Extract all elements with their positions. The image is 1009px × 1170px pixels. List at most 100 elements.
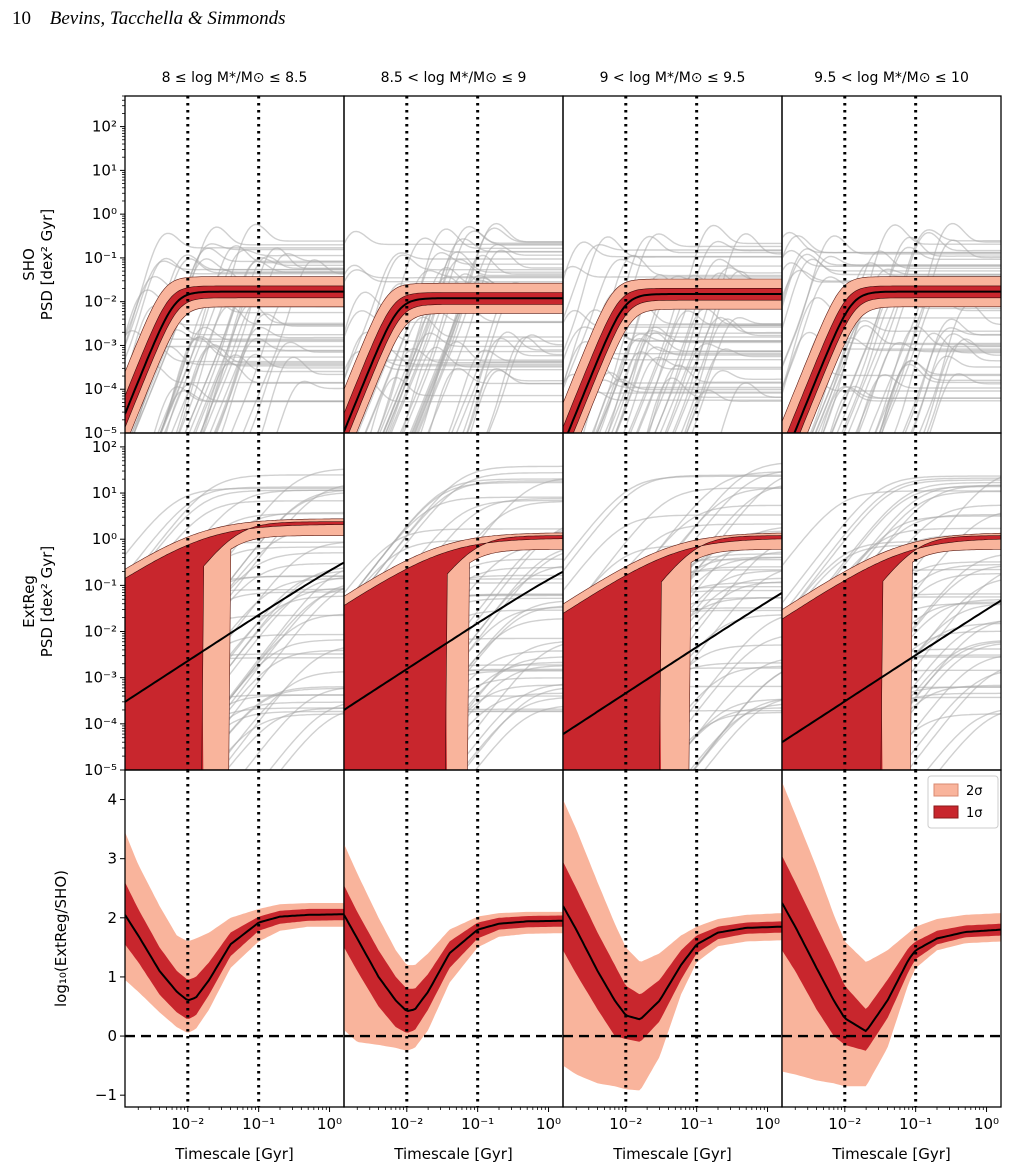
extreg-median-line xyxy=(782,599,1001,744)
sample-line xyxy=(376,348,563,433)
running-authors: Bevins, Tacchella & Simmonds xyxy=(49,8,286,29)
sample-line xyxy=(897,671,1001,770)
y-tick-label: 10⁻² xyxy=(84,623,117,641)
sample-line xyxy=(178,585,344,770)
sample-line xyxy=(214,313,344,433)
sample-line xyxy=(607,351,782,433)
sample-line xyxy=(401,346,563,433)
panel-r3-c4 xyxy=(782,770,1001,1107)
y-axis-row3: −1 0 1 2 3 4 xyxy=(95,791,125,1104)
sample-line xyxy=(411,222,563,433)
sample-line xyxy=(831,236,1001,433)
sample-line xyxy=(782,475,1001,604)
sample-line xyxy=(782,477,1001,616)
sho-band-2sigma xyxy=(125,276,344,433)
panel-r3-c3 xyxy=(563,770,782,1107)
sho-median-line xyxy=(125,290,344,415)
sample-line xyxy=(462,337,563,433)
sample-line xyxy=(563,487,782,624)
sample-line xyxy=(782,248,1001,304)
y-tick-label: 10⁻⁵ xyxy=(84,424,117,442)
sample-line xyxy=(570,390,782,433)
sample-line xyxy=(486,336,563,433)
sample-line xyxy=(172,569,344,770)
sample-line xyxy=(474,705,563,770)
x-tick-label: 10⁰ xyxy=(536,1115,561,1133)
ratio-band-1sigma xyxy=(563,861,782,1042)
sample-line xyxy=(615,346,782,433)
sample-line xyxy=(388,258,563,433)
y-tick-label: 10¹ xyxy=(92,161,117,179)
column-title: 8 ≤ log M*/M⊙ ≤ 8.5 xyxy=(162,70,308,86)
y-tick-label: 10⁰ xyxy=(92,205,117,223)
sample-line xyxy=(857,341,1001,433)
y-tick-label: 10² xyxy=(92,118,117,136)
sample-line xyxy=(153,386,344,433)
sample-line xyxy=(563,258,782,390)
x-tick-label: 10⁰ xyxy=(755,1115,780,1133)
sample-line xyxy=(822,324,1001,433)
sample-line xyxy=(461,697,563,770)
sample-line xyxy=(907,669,1001,770)
sample-line xyxy=(344,269,563,283)
x-axis-label: Timescale [Gyr] xyxy=(393,1145,513,1163)
extreg-median-line xyxy=(563,592,782,735)
sample-line xyxy=(280,711,344,770)
sample-line xyxy=(782,249,1001,267)
x-tick-label: 10⁻¹ xyxy=(242,1115,275,1133)
sample-line xyxy=(563,475,782,562)
sample-line xyxy=(125,257,344,359)
sample-line xyxy=(215,337,344,433)
panel-r2-c1 xyxy=(125,433,344,770)
sample-line xyxy=(463,687,563,770)
legend-label: 2σ xyxy=(966,784,983,799)
y-tick-label: 10² xyxy=(92,438,117,456)
extreg-band-1sigma xyxy=(344,535,563,770)
panel-r3-c1 xyxy=(125,770,344,1107)
y-tick-label: 10⁻⁴ xyxy=(84,715,117,733)
extreg-band-1sigma xyxy=(563,535,782,770)
sample-line xyxy=(344,230,563,246)
panel-frame xyxy=(781,769,1002,1108)
sample-line xyxy=(276,380,344,433)
panel-r1-c2 xyxy=(344,96,563,433)
y-tick-label: 3 xyxy=(107,850,117,868)
sample-line xyxy=(654,307,782,433)
legend-swatch-1sigma xyxy=(933,805,959,819)
sample-line xyxy=(183,710,344,770)
sample-line xyxy=(384,225,563,433)
sample-line xyxy=(881,360,1001,433)
sample-line xyxy=(782,235,1001,259)
sample-line xyxy=(646,377,782,433)
sample-line xyxy=(904,318,1001,433)
page-header: 10 Bevins, Tacchella & Simmonds xyxy=(12,8,285,30)
sample-line xyxy=(659,266,782,433)
sample-line xyxy=(672,316,782,433)
sample-line xyxy=(428,367,563,433)
y-tick-label: 10¹ xyxy=(92,484,117,502)
sample-line xyxy=(938,712,1001,770)
sample-line xyxy=(902,327,1001,433)
sample-line xyxy=(133,258,344,433)
column-title: 9.5 < log M*/M⊙ ≤ 10 xyxy=(814,70,969,86)
ratio-band-1sigma xyxy=(782,855,1001,1051)
sample-line xyxy=(856,373,1001,433)
y-tick-label: −1 xyxy=(95,1086,117,1104)
sample-line xyxy=(647,258,782,433)
sample-line xyxy=(131,247,344,433)
sample-line xyxy=(874,325,1001,433)
sample-line xyxy=(929,373,1001,433)
sample-line xyxy=(847,231,1001,433)
sample-line xyxy=(926,709,1001,770)
sample-line xyxy=(685,348,782,433)
sample-line xyxy=(125,486,344,576)
sample-line xyxy=(268,703,344,770)
sample-line xyxy=(622,356,782,433)
ratio-median-line xyxy=(782,902,1001,1033)
sample-line xyxy=(125,364,344,431)
sample-line xyxy=(369,376,563,433)
x-tick-label: 10⁻¹ xyxy=(461,1115,494,1133)
sample-line xyxy=(563,514,782,592)
